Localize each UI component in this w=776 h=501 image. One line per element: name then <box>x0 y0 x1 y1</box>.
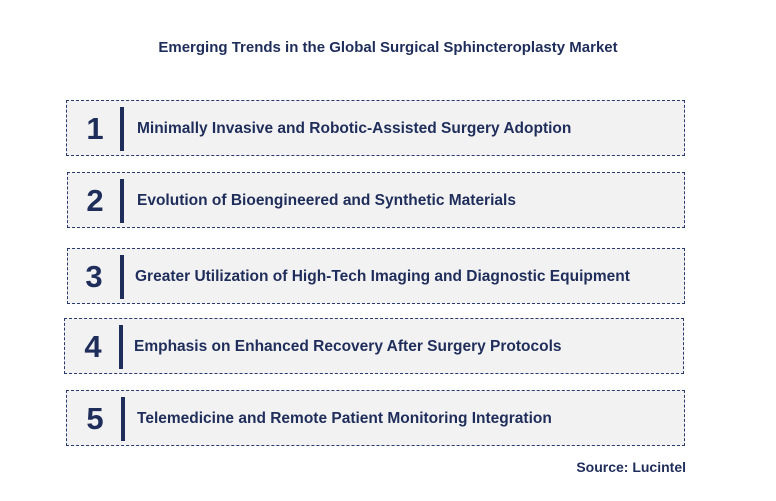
trend-divider <box>121 397 125 441</box>
trend-label: Emphasis on Enhanced Recovery After Surg… <box>134 338 562 355</box>
trend-item-2: 2 Evolution of Bioengineered and Synthet… <box>67 172 685 228</box>
trend-divider <box>120 255 124 299</box>
trend-label: Telemedicine and Remote Patient Monitori… <box>137 410 552 427</box>
trend-number: 2 <box>86 183 104 218</box>
trend-number: 5 <box>86 401 104 436</box>
trend-item-4: 4 Emphasis on Enhanced Recovery After Su… <box>64 318 684 374</box>
trend-label: Greater Utilization of High-Tech Imaging… <box>135 268 630 285</box>
trend-number: 3 <box>85 259 103 294</box>
trend-number: 1 <box>86 111 104 146</box>
trend-number: 4 <box>84 329 102 364</box>
trend-divider <box>120 179 124 223</box>
trend-item-5: 5 Telemedicine and Remote Patient Monito… <box>66 390 685 446</box>
diagram-title: Emerging Trends in the Global Surgical S… <box>158 39 618 56</box>
trend-item-1: 1 Minimally Invasive and Robotic-Assiste… <box>66 100 685 156</box>
trend-label: Evolution of Bioengineered and Synthetic… <box>137 192 516 209</box>
trend-item-3: 3 Greater Utilization of High-Tech Imagi… <box>67 248 685 304</box>
trend-divider <box>119 325 123 369</box>
source-note: Source: Lucintel <box>576 459 686 475</box>
trend-divider <box>120 107 124 151</box>
trend-label: Minimally Invasive and Robotic-Assisted … <box>137 120 572 137</box>
